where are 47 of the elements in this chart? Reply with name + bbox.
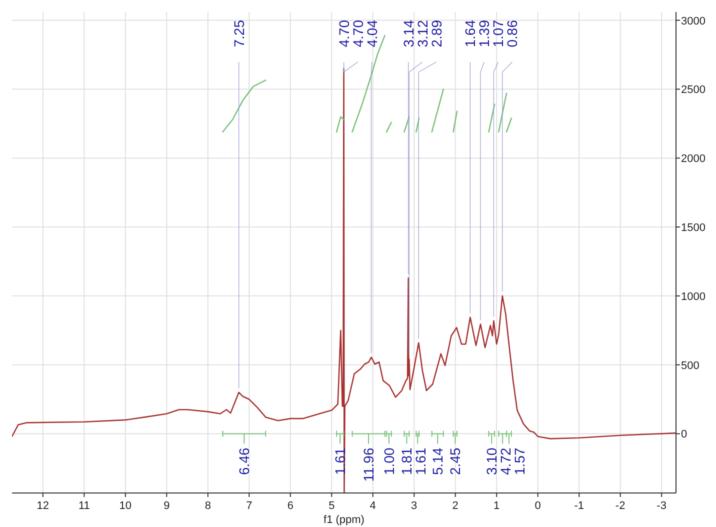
annotation: 11.96 [360, 448, 377, 482]
y-tick-label: 0 [681, 428, 688, 441]
x-tick-label: 3 [411, 500, 418, 512]
y-tick-label: 3000 [681, 15, 706, 28]
x-tick-label: 5 [328, 500, 335, 512]
y-tick-label: 500 [681, 360, 700, 372]
annotation: 6.46 [236, 448, 252, 475]
annotation: 3.14 [400, 20, 416, 48]
annotation: 1.81 [398, 448, 415, 475]
x-tick-label: -1 [574, 500, 584, 512]
annotation: 1.64 [462, 20, 478, 48]
annotation: 4.04 [364, 20, 380, 48]
line-series [222, 80, 266, 133]
annotation: 1.61 [412, 448, 429, 475]
x-tick-label: 7 [246, 500, 252, 512]
annotation: 4.72 [498, 448, 514, 475]
annotation: 1.61 [332, 448, 348, 475]
annotation: 4.70 [336, 20, 352, 48]
x-tick-label: 6 [287, 500, 294, 512]
x-tick-label: 2 [452, 500, 458, 512]
y-tick-label: 2000 [681, 153, 706, 166]
x-tick-label: 12 [36, 500, 50, 512]
annotation: 2.89 [428, 20, 444, 48]
annotation: 7.25 [230, 20, 247, 48]
annotation: 1.00 [380, 448, 397, 475]
annotation: 3.10 [484, 448, 500, 475]
annotation: 1.57 [512, 448, 528, 475]
x-tick-label: 11 [78, 500, 90, 512]
annotation: 0.86 [504, 20, 520, 48]
y-tick-label: 1500 [681, 222, 706, 234]
annotation: 2.45 [447, 448, 464, 475]
annotation: 1.39 [476, 20, 492, 48]
y-tick-label: 2500 [681, 84, 706, 96]
x-tick-label: 9 [164, 500, 170, 512]
x-tick-label: 0 [534, 500, 541, 512]
x-axis-title: f1 (ppm) [324, 514, 364, 526]
x-tick-label: -3 [656, 500, 666, 512]
annotation: 1.07 [490, 20, 506, 48]
annotation: 4.70 [350, 20, 366, 48]
x-tick-label: 1 [494, 500, 500, 512]
x-tick-label: 4 [370, 500, 376, 512]
annotation: 3.12 [414, 20, 430, 48]
annotation: 5.14 [430, 448, 446, 475]
x-tick-label: 10 [119, 500, 132, 512]
x-tick-label: 8 [204, 500, 211, 512]
y-tick-label: 1000 [681, 290, 706, 303]
x-tick-label: -2 [615, 500, 626, 512]
